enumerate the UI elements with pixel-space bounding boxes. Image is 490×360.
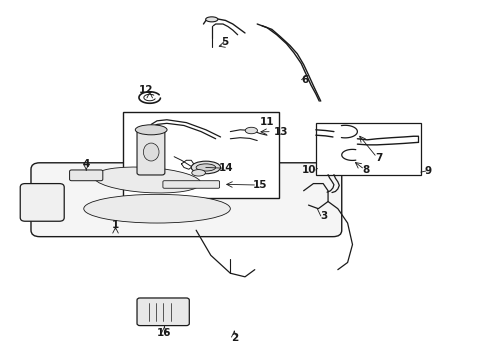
- Text: 1: 1: [112, 220, 119, 230]
- Text: 7: 7: [375, 153, 383, 163]
- FancyBboxPatch shape: [31, 163, 342, 237]
- Text: 16: 16: [157, 328, 171, 338]
- Ellipse shape: [245, 127, 257, 134]
- FancyBboxPatch shape: [20, 184, 64, 221]
- Bar: [123, 112, 279, 198]
- Text: 9: 9: [425, 166, 432, 176]
- Ellipse shape: [144, 143, 159, 161]
- Ellipse shape: [84, 194, 230, 223]
- Text: 4: 4: [82, 159, 90, 169]
- Text: 2: 2: [231, 333, 238, 343]
- Text: 15: 15: [252, 180, 267, 190]
- Text: 12: 12: [139, 85, 153, 95]
- Text: 14: 14: [219, 163, 234, 173]
- FancyBboxPatch shape: [163, 181, 220, 188]
- FancyBboxPatch shape: [137, 298, 189, 325]
- Text: 11: 11: [260, 117, 274, 127]
- Text: 10: 10: [302, 165, 317, 175]
- FancyBboxPatch shape: [137, 130, 165, 175]
- FancyBboxPatch shape: [70, 170, 103, 181]
- Ellipse shape: [94, 167, 201, 193]
- Text: 5: 5: [221, 37, 228, 47]
- Bar: [316, 123, 421, 175]
- Ellipse shape: [135, 125, 167, 135]
- Ellipse shape: [206, 17, 218, 22]
- Text: 6: 6: [301, 75, 308, 85]
- Ellipse shape: [191, 161, 220, 174]
- Ellipse shape: [192, 170, 205, 176]
- Text: 8: 8: [363, 165, 370, 175]
- Ellipse shape: [196, 164, 216, 171]
- Text: 3: 3: [320, 211, 328, 221]
- Text: 13: 13: [273, 127, 288, 136]
